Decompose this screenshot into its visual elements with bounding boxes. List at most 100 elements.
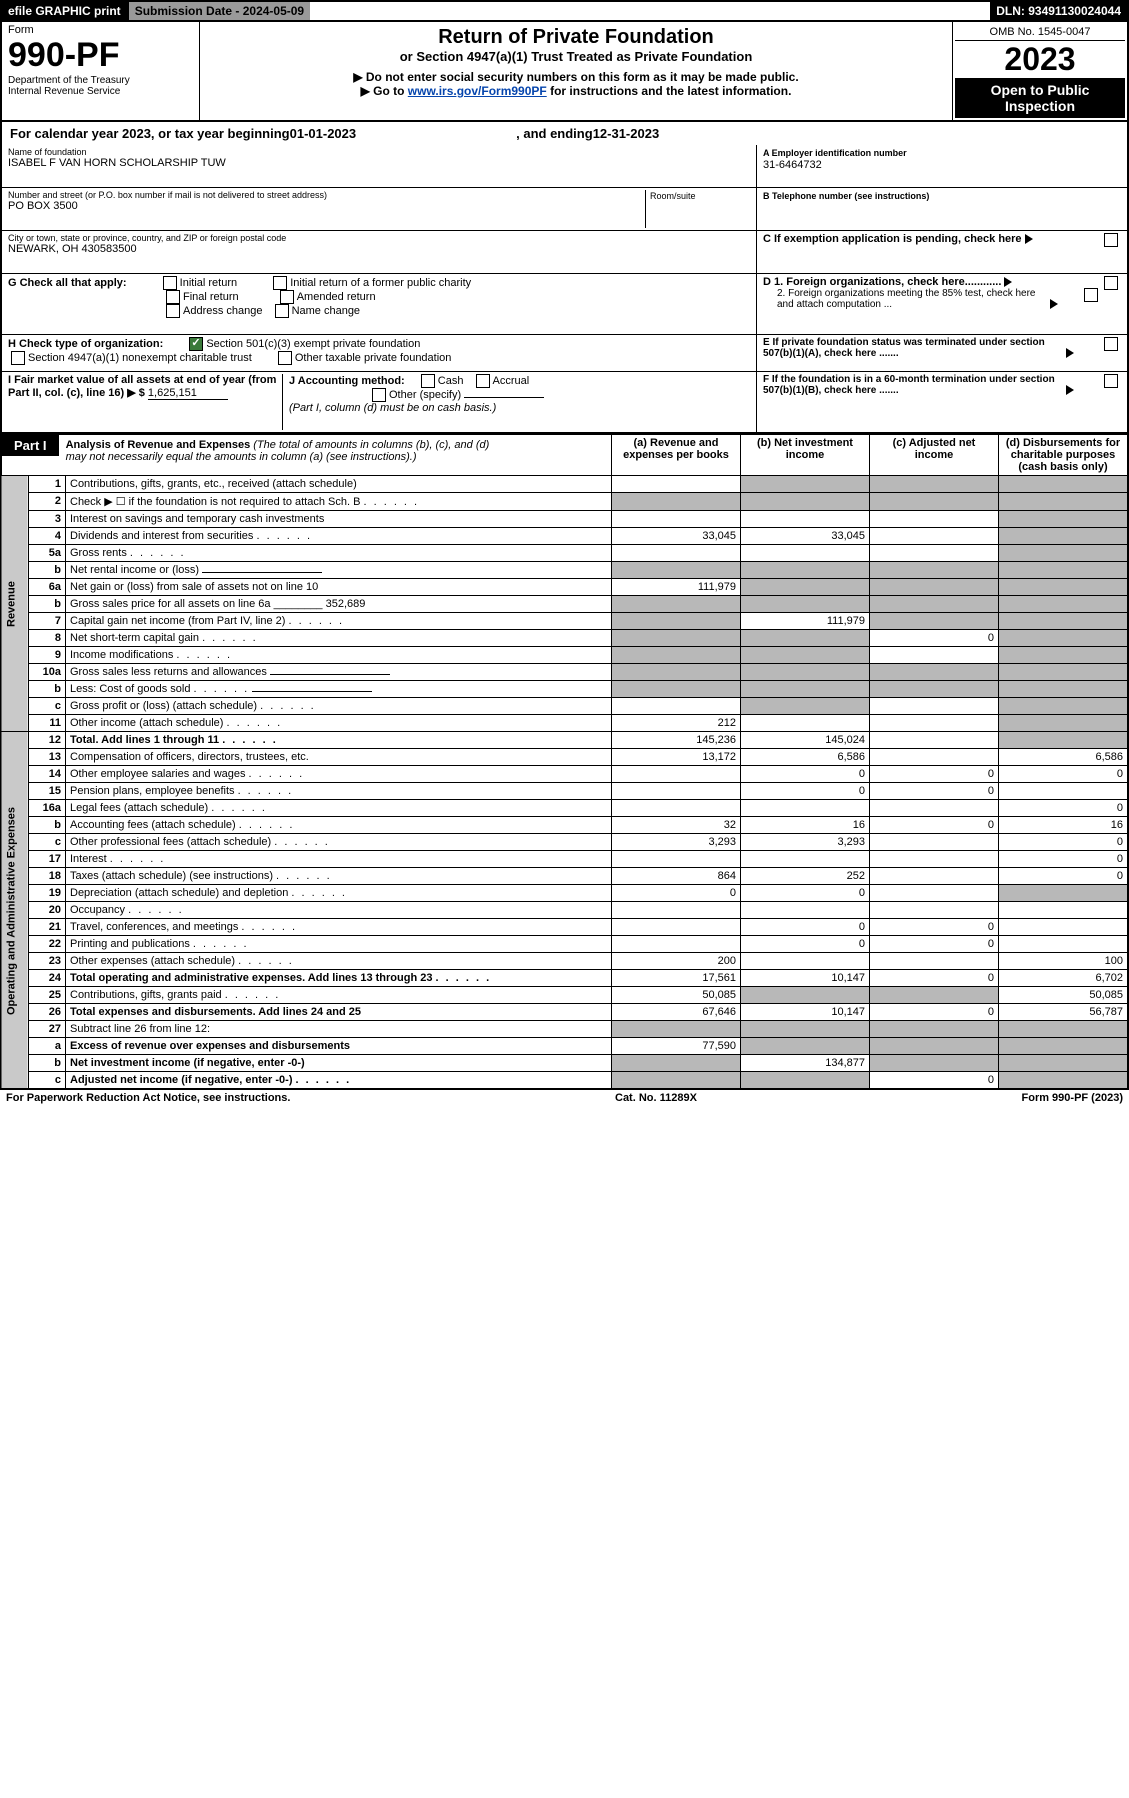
initial-return-checkbox[interactable] bbox=[163, 276, 177, 290]
row-desc: Income modifications . . . . . . bbox=[66, 647, 612, 664]
cell bbox=[741, 630, 870, 647]
instructions-link[interactable]: www.irs.gov/Form990PF bbox=[408, 84, 547, 98]
row-num: b bbox=[29, 1055, 66, 1072]
col-d: (d) Disbursements for charitable purpose… bbox=[999, 435, 1129, 476]
row-desc: Net gain or (loss) from sale of assets n… bbox=[66, 579, 612, 596]
cell: 6,702 bbox=[999, 970, 1129, 987]
cell bbox=[741, 596, 870, 613]
fmv-value: 1,625,151 bbox=[148, 387, 228, 400]
f-checkbox[interactable] bbox=[1104, 374, 1118, 388]
cell: 67,646 bbox=[612, 1004, 741, 1021]
cell: 0 bbox=[741, 919, 870, 936]
cell: 0 bbox=[870, 766, 999, 783]
table-row: cAdjusted net income (if negative, enter… bbox=[1, 1072, 1128, 1089]
cell bbox=[870, 732, 999, 749]
cell: 0 bbox=[870, 1072, 999, 1089]
accrual-checkbox[interactable] bbox=[476, 374, 490, 388]
other-method-checkbox[interactable] bbox=[372, 388, 386, 402]
row-num: 13 bbox=[29, 749, 66, 766]
table-row: 4Dividends and interest from securities … bbox=[1, 528, 1128, 545]
i-label: I Fair market value of all assets at end… bbox=[8, 374, 276, 399]
row-num: 2 bbox=[29, 493, 66, 511]
part1-label: Part I bbox=[2, 435, 59, 456]
row-num: 21 bbox=[29, 919, 66, 936]
address-change-checkbox[interactable] bbox=[166, 304, 180, 318]
cell bbox=[612, 1055, 741, 1072]
cell bbox=[870, 987, 999, 1004]
table-row: 18Taxes (attach schedule) (see instructi… bbox=[1, 868, 1128, 885]
cash-checkbox[interactable] bbox=[421, 374, 435, 388]
cell bbox=[612, 902, 741, 919]
cell bbox=[612, 613, 741, 630]
row-num: 20 bbox=[29, 902, 66, 919]
cell bbox=[870, 562, 999, 579]
table-row: bNet investment income (if negative, ent… bbox=[1, 1055, 1128, 1072]
efile-print[interactable]: efile GRAPHIC print bbox=[2, 2, 127, 20]
col-b: (b) Net investment income bbox=[741, 435, 870, 476]
footer-a: For Paperwork Reduction Act Notice, see … bbox=[6, 1092, 290, 1104]
table-row: 24Total operating and administrative exp… bbox=[1, 970, 1128, 987]
row-desc: Gross rents . . . . . . bbox=[66, 545, 612, 562]
cell: 145,236 bbox=[612, 732, 741, 749]
row-desc: Accounting fees (attach schedule) . . . … bbox=[66, 817, 612, 834]
cell bbox=[999, 596, 1129, 613]
cell bbox=[999, 783, 1129, 800]
501c3-checkbox[interactable] bbox=[189, 337, 203, 351]
table-row: 13Compensation of officers, directors, t… bbox=[1, 749, 1128, 766]
cell bbox=[741, 647, 870, 664]
e-checkbox[interactable] bbox=[1104, 337, 1118, 351]
table-row: 17Interest . . . . . .0 bbox=[1, 851, 1128, 868]
tax-year: 2023 bbox=[955, 41, 1125, 78]
cell bbox=[612, 511, 741, 528]
cell bbox=[870, 698, 999, 715]
form-title: Return of Private Foundation bbox=[204, 26, 948, 49]
cell: 16 bbox=[999, 817, 1129, 834]
former-charity-checkbox[interactable] bbox=[273, 276, 287, 290]
row-desc: Legal fees (attach schedule) . . . . . . bbox=[66, 800, 612, 817]
other-taxable-checkbox[interactable] bbox=[278, 351, 292, 365]
amended-checkbox[interactable] bbox=[280, 290, 294, 304]
table-row: 15Pension plans, employee benefits . . .… bbox=[1, 783, 1128, 800]
footer-c: Form 990-PF (2023) bbox=[1022, 1092, 1123, 1104]
table-row: 21Travel, conferences, and meetings . . … bbox=[1, 919, 1128, 936]
cell bbox=[999, 630, 1129, 647]
4947-checkbox[interactable] bbox=[11, 351, 25, 365]
cell bbox=[999, 613, 1129, 630]
final-return-checkbox[interactable] bbox=[166, 290, 180, 304]
cell: 6,586 bbox=[741, 749, 870, 766]
cell bbox=[870, 902, 999, 919]
h-label: H Check type of organization: bbox=[8, 338, 163, 350]
table-row: 26Total expenses and disbursements. Add … bbox=[1, 1004, 1128, 1021]
row-num: 19 bbox=[29, 885, 66, 902]
table-row: cOther professional fees (attach schedul… bbox=[1, 834, 1128, 851]
c-checkbox[interactable] bbox=[1104, 233, 1118, 247]
cell bbox=[870, 1055, 999, 1072]
cell: 13,172 bbox=[612, 749, 741, 766]
c-text: C If exemption application is pending, c… bbox=[763, 233, 1022, 245]
d2-text: 2. Foreign organizations meeting the 85%… bbox=[763, 288, 1047, 310]
cell bbox=[870, 1021, 999, 1038]
row-num: b bbox=[29, 562, 66, 579]
cell: 0 bbox=[870, 817, 999, 834]
cell: 200 bbox=[612, 953, 741, 970]
table-row: 16aLegal fees (attach schedule) . . . . … bbox=[1, 800, 1128, 817]
cell bbox=[999, 885, 1129, 902]
cell: 6,586 bbox=[999, 749, 1129, 766]
cell bbox=[741, 681, 870, 698]
name-change-checkbox[interactable] bbox=[275, 304, 289, 318]
row-num: 23 bbox=[29, 953, 66, 970]
row-num: 14 bbox=[29, 766, 66, 783]
cell bbox=[870, 664, 999, 681]
name-label: Name of foundation bbox=[8, 147, 750, 157]
cell: 0 bbox=[999, 834, 1129, 851]
ein: 31-6464732 bbox=[763, 159, 822, 171]
cell: 10,147 bbox=[741, 970, 870, 987]
cell: 0 bbox=[999, 851, 1129, 868]
cell bbox=[870, 885, 999, 902]
part1-title: Analysis of Revenue and Expenses bbox=[66, 439, 251, 451]
j-label: J Accounting method: bbox=[289, 375, 405, 387]
cell bbox=[612, 476, 741, 493]
cell bbox=[870, 749, 999, 766]
d1-checkbox[interactable] bbox=[1104, 276, 1118, 290]
d2-checkbox[interactable] bbox=[1084, 288, 1098, 302]
